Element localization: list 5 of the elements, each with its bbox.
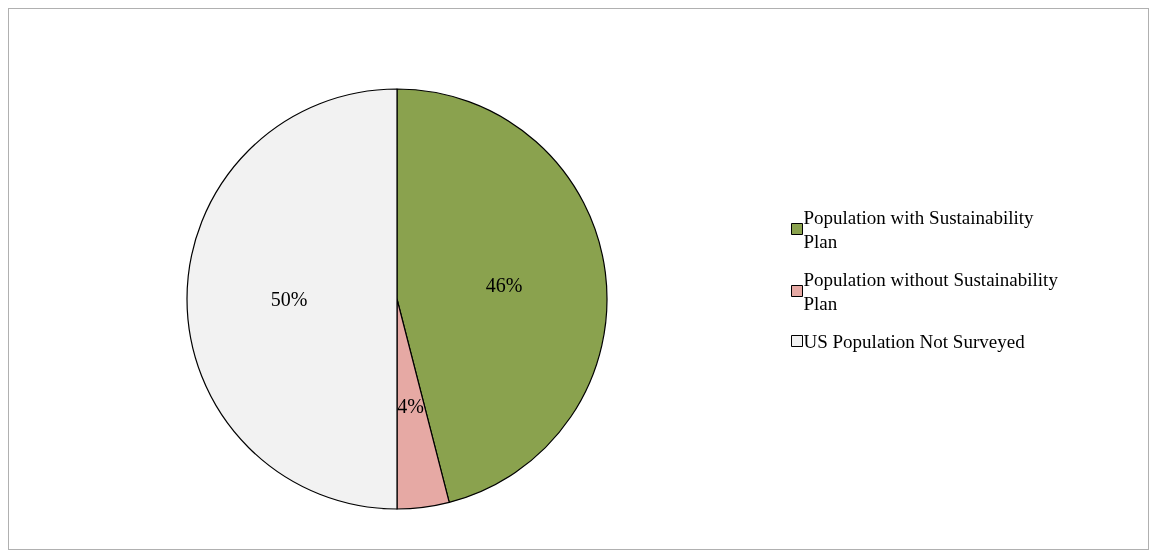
data-label: 50% xyxy=(270,288,308,310)
legend-label: Population without Sustainability Plan xyxy=(803,268,1063,314)
data-label: 46% xyxy=(485,274,523,297)
legend-label: US Population Not Surveyed xyxy=(803,330,1026,352)
legend-label: Population with Sustainability Plan xyxy=(803,206,1039,252)
